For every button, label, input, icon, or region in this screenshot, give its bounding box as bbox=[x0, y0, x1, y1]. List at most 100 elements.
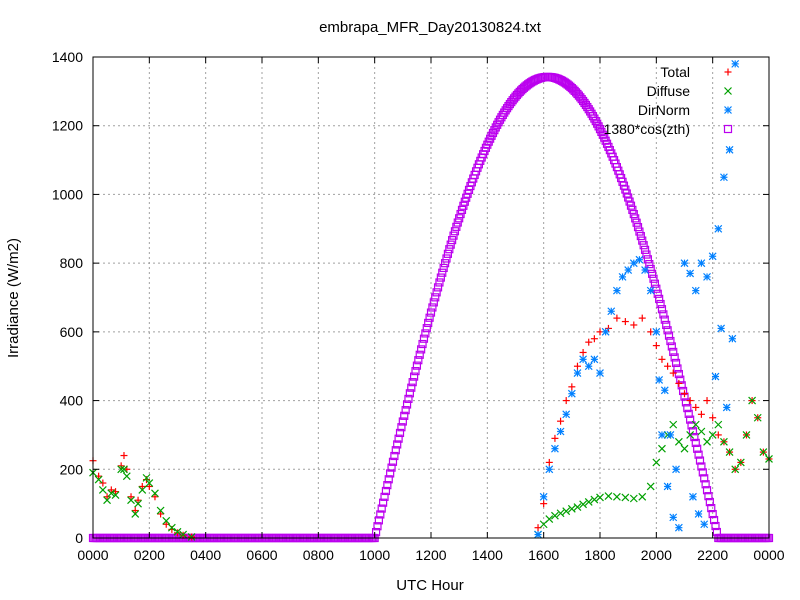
cos-zth-marker bbox=[639, 241, 648, 250]
dirnorm-point bbox=[590, 355, 599, 364]
cos-zth-marker bbox=[587, 109, 596, 118]
cos-zth-marker bbox=[657, 305, 667, 314]
diffuse-point bbox=[652, 458, 661, 467]
cos-zth-marker bbox=[412, 361, 422, 370]
dirnorm-point-stroke bbox=[556, 427, 565, 436]
dirnorm-point-stroke bbox=[700, 520, 709, 529]
cos-zth-marker bbox=[498, 110, 507, 119]
total-point bbox=[545, 458, 553, 466]
legend-marker-dirnorm bbox=[724, 106, 732, 114]
cos-zth-marker bbox=[415, 350, 424, 359]
cos-zth-marker bbox=[705, 498, 714, 507]
cos-zth-marker bbox=[429, 298, 438, 307]
diffuse-point-stroke bbox=[621, 493, 630, 502]
diffuse-point-stroke bbox=[703, 437, 711, 446]
cos-zth-marker bbox=[670, 353, 679, 362]
diffuse-point-stroke bbox=[567, 504, 576, 513]
diffuse-point-stroke bbox=[120, 465, 128, 474]
diffuse-point bbox=[703, 437, 711, 446]
diffuse-point-stroke bbox=[545, 515, 554, 524]
dirnorm-point-stroke bbox=[590, 355, 599, 364]
total-point bbox=[681, 390, 688, 398]
x-tick-label: 1800 bbox=[584, 547, 615, 563]
diffuse-point bbox=[117, 465, 126, 474]
diffuse-point bbox=[127, 496, 135, 505]
total-point bbox=[585, 338, 593, 346]
legend: Total Diffuse DirNorm 1380*cos(zth) bbox=[604, 64, 733, 137]
x-tick-label: 1400 bbox=[472, 547, 503, 563]
diffuse-point bbox=[107, 489, 116, 498]
y-tick-label: 600 bbox=[60, 324, 84, 340]
diffuse-point bbox=[638, 492, 647, 501]
cos-zth-marker bbox=[674, 369, 683, 379]
diffuse-point-stroke bbox=[714, 420, 723, 429]
diffuse-point bbox=[156, 506, 165, 515]
cos-zth-marker bbox=[436, 273, 445, 282]
dirnorm-point bbox=[666, 431, 675, 439]
total-point bbox=[103, 493, 111, 501]
diffuse-point bbox=[584, 498, 593, 506]
diffuse-point-stroke bbox=[131, 510, 140, 518]
dirnorm-point-stroke bbox=[655, 376, 664, 384]
dirnorm-point-stroke bbox=[629, 259, 638, 268]
diffuse-point-stroke bbox=[725, 448, 734, 457]
cos-zth-marker bbox=[391, 446, 400, 455]
total-point bbox=[138, 482, 146, 490]
dirnorm-point bbox=[584, 362, 593, 371]
total-point bbox=[703, 397, 711, 405]
legend-label-diffuse: Diffuse bbox=[647, 83, 691, 99]
cos-zth-marker bbox=[684, 409, 693, 418]
diffuse-point bbox=[94, 475, 103, 484]
cos-zth-marker bbox=[588, 112, 598, 121]
cos-zth-marker bbox=[690, 432, 699, 442]
dirnorm-point-stroke bbox=[669, 513, 678, 522]
dirnorm-point-stroke bbox=[703, 272, 711, 281]
diffuse-point bbox=[562, 507, 571, 516]
diffuse-point-stroke bbox=[686, 431, 695, 439]
diffuse-point bbox=[120, 465, 128, 474]
dirnorm-point-stroke bbox=[539, 492, 548, 501]
cos-zth-marker bbox=[453, 218, 462, 227]
diffuse-point-stroke bbox=[562, 507, 571, 516]
diffuse-point bbox=[567, 504, 576, 513]
diffuse-point bbox=[680, 444, 689, 453]
cos-zth-marker bbox=[408, 378, 417, 387]
cos-zth-marker bbox=[431, 293, 440, 302]
diffuse-point-stroke bbox=[748, 396, 757, 405]
dirnorm-point bbox=[728, 334, 737, 343]
series-dirnorm bbox=[534, 59, 740, 539]
diffuse-point-stroke bbox=[122, 472, 131, 481]
cos-zth-marker bbox=[422, 324, 431, 333]
cos-zth-marker bbox=[495, 115, 505, 124]
diffuse-point-stroke bbox=[708, 431, 717, 439]
dirnorm-point-stroke bbox=[720, 173, 728, 182]
diffuse-point bbox=[742, 431, 751, 439]
cos-zth-marker bbox=[663, 326, 672, 335]
cos-zth-marker bbox=[433, 283, 443, 292]
cos-zth-marker bbox=[450, 227, 460, 236]
total-point bbox=[613, 314, 621, 322]
diffuse-point-stroke bbox=[579, 500, 588, 509]
cos-zth-marker bbox=[648, 269, 657, 278]
dirnorm-point bbox=[567, 389, 576, 398]
dirnorm-point bbox=[658, 431, 666, 439]
total-point bbox=[573, 362, 581, 370]
axis-ticks bbox=[92, 56, 770, 539]
legend-marker-diffuse bbox=[724, 87, 732, 95]
diffuse-point-stroke bbox=[658, 444, 666, 453]
dirnorm-point bbox=[655, 376, 664, 384]
dirnorm-point-stroke bbox=[731, 59, 740, 68]
diffuse-point-stroke bbox=[691, 420, 700, 429]
total-point bbox=[630, 321, 638, 329]
dirnorm-point bbox=[618, 272, 627, 281]
dirnorm-point-stroke bbox=[666, 431, 675, 439]
cos-zth-marker bbox=[645, 259, 654, 269]
diffuse-point-stroke bbox=[103, 496, 112, 505]
diffuse-point-stroke bbox=[596, 493, 604, 502]
cos-zth-marker bbox=[664, 331, 674, 340]
cos-zth-marker bbox=[425, 313, 434, 322]
total-point bbox=[669, 369, 677, 377]
y-tick-label: 200 bbox=[60, 461, 84, 477]
total-point bbox=[107, 486, 115, 494]
